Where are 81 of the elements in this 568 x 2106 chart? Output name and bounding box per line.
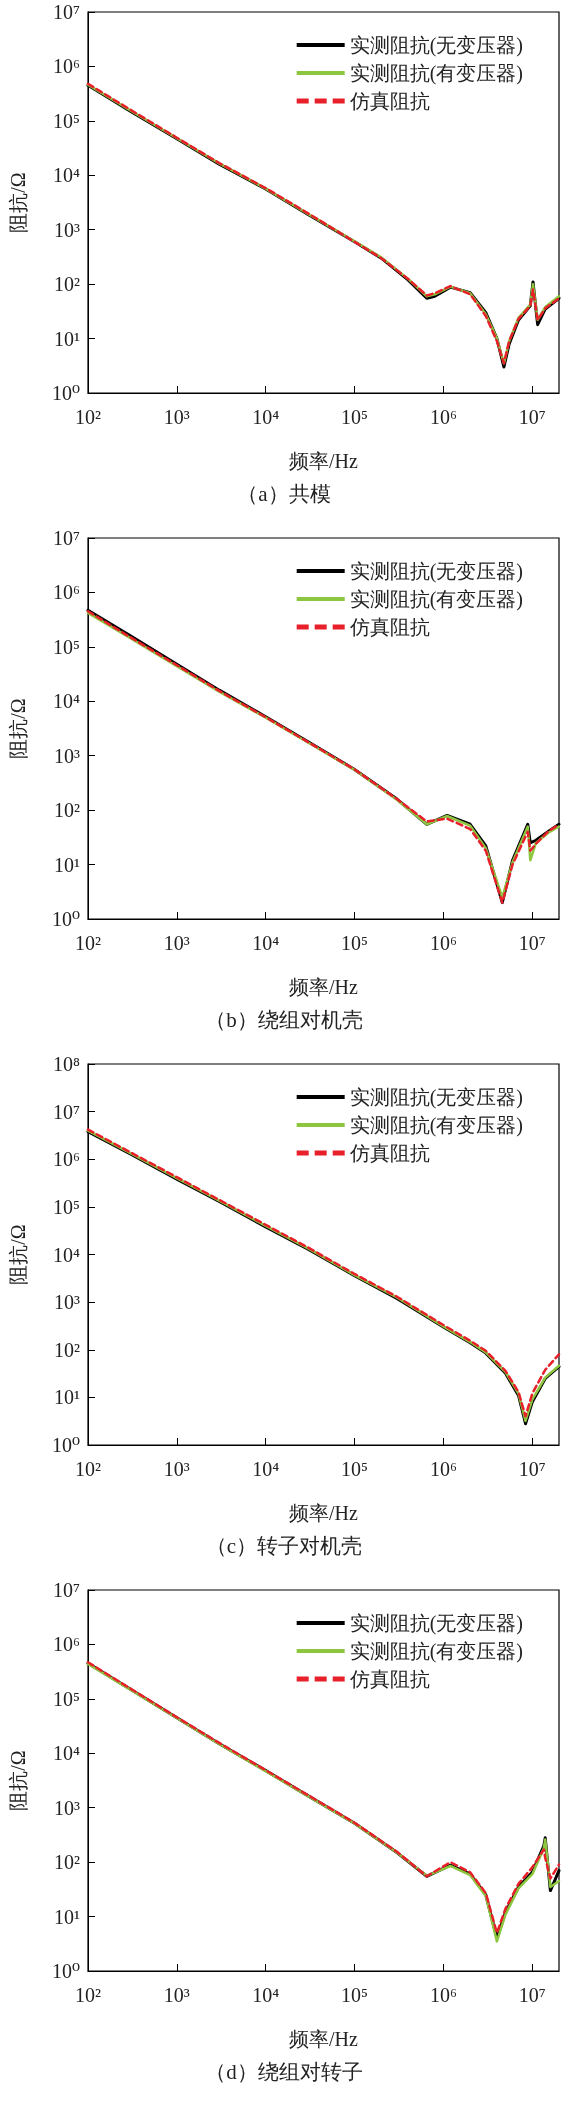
x-axis-title: 频率/Hz	[289, 450, 359, 472]
y-tick-label: 10³	[54, 744, 80, 767]
x-tick-label: 10⁶	[429, 406, 457, 428]
y-axis-title: 阻抗/Ω	[7, 1750, 29, 1811]
y-tick-label: 10⁸	[53, 1053, 81, 1075]
y-tick-label: 10²	[54, 799, 80, 822]
x-tick-label: 10⁴	[252, 406, 280, 428]
y-tick-label: 10¹	[54, 327, 80, 350]
y-tick-label: 10⁵	[53, 1687, 80, 1710]
legend-label: 实测阻抗(无变压器)	[349, 1086, 524, 1109]
y-tick-label: 10⁵	[53, 109, 80, 132]
legend-label: 仿真阻抗	[348, 90, 430, 112]
y-tick-label: 10⁶	[53, 581, 81, 604]
legend-label: 实测阻抗(无变压器)	[349, 1612, 524, 1635]
y-axis-title: 阻抗/Ω	[7, 1224, 29, 1285]
legend-label: 仿真阻抗	[348, 1142, 430, 1164]
y-tick-label: 10¹	[54, 1905, 80, 1928]
legend-label: 实测阻抗(有变压器)	[349, 62, 524, 85]
y-tick-label: 10⁴	[53, 1742, 81, 1765]
y-tick-label: 10¹	[54, 853, 80, 876]
x-tick-label: 10³	[163, 932, 190, 954]
x-tick-label: 10³	[163, 1458, 190, 1480]
y-tick-label: 10⁰	[51, 908, 80, 930]
legend-label: 实测阻抗(有变压器)	[349, 588, 524, 611]
y-tick-label: 10⁰	[51, 1434, 80, 1456]
y-tick-label: 10³	[54, 1291, 80, 1314]
y-tick-label: 10⁶	[53, 1148, 81, 1171]
y-tick-label: 10⁶	[53, 1633, 81, 1656]
x-tick-label: 10²	[75, 1458, 101, 1480]
x-tick-label: 10³	[163, 406, 190, 428]
y-tick-label: 10³	[54, 218, 80, 241]
legend-label: 实测阻抗(无变压器)	[349, 34, 524, 57]
x-tick-label: 10⁴	[252, 1458, 280, 1480]
text: （a）共模	[237, 481, 331, 506]
x-axis-title: 频率/Hz	[289, 1502, 359, 1524]
y-tick-label: 10⁷	[53, 1579, 81, 1601]
legend-label: 仿真阻抗	[348, 616, 430, 638]
y-tick-label: 10⁰	[51, 382, 80, 404]
y-tick-label: 10⁴	[53, 690, 81, 713]
x-tick-label: 10⁵	[341, 1984, 369, 2006]
x-tick-label: 10⁷	[518, 406, 546, 428]
legend-label: 仿真阻抗	[348, 1668, 430, 1690]
y-tick-label: 10⁴	[53, 1243, 81, 1266]
x-tick-label: 10⁴	[252, 1984, 280, 2006]
x-tick-label: 10⁷	[518, 1458, 546, 1480]
x-tick-label: 10³	[163, 1984, 190, 2006]
y-tick-label: 10⁰	[51, 1960, 80, 1982]
legend-label: 实测阻抗(有变压器)	[349, 1640, 524, 1663]
text: （b）绕组对机壳	[205, 1007, 363, 1032]
text: （d）绕组对转子	[205, 2059, 363, 2084]
y-tick-label: 10⁷	[53, 1, 81, 23]
y-tick-label: 10²	[54, 273, 80, 296]
y-axis-title: 阻抗/Ω	[7, 698, 29, 759]
x-tick-label: 10⁵	[341, 1458, 369, 1480]
x-tick-label: 10⁶	[429, 932, 457, 954]
y-tick-label: 10³	[54, 1796, 80, 1819]
x-tick-label: 10²	[75, 1984, 101, 2006]
x-tick-label: 10⁵	[341, 406, 369, 428]
x-tick-label: 10⁷	[518, 932, 546, 954]
x-tick-label: 10⁶	[429, 1984, 457, 2006]
y-tick-label: 10⁴	[53, 164, 81, 187]
legend-label: 实测阻抗(有变压器)	[349, 1114, 524, 1137]
legend-label: 实测阻抗(无变压器)	[349, 560, 524, 583]
text: （c）转子对机壳	[205, 1533, 363, 1558]
y-tick-label: 10⁷	[53, 1100, 81, 1123]
y-tick-label: 10²	[54, 1338, 80, 1361]
y-tick-label: 10⁷	[53, 527, 81, 549]
x-tick-label: 10⁵	[341, 932, 369, 954]
x-tick-label: 10²	[75, 932, 101, 954]
x-axis-title: 频率/Hz	[289, 976, 359, 998]
x-tick-label: 10⁷	[518, 1984, 546, 2006]
x-tick-label: 10²	[75, 406, 101, 428]
y-tick-label: 10²	[54, 1851, 80, 1874]
x-tick-label: 10⁶	[429, 1458, 457, 1480]
x-axis-title: 频率/Hz	[289, 2028, 359, 2050]
y-tick-label: 10¹	[54, 1386, 80, 1409]
y-tick-label: 10⁶	[53, 55, 81, 78]
y-axis-title: 阻抗/Ω	[7, 172, 29, 233]
y-tick-label: 10⁵	[53, 1195, 80, 1218]
y-tick-label: 10⁵	[53, 635, 80, 658]
x-tick-label: 10⁴	[252, 932, 280, 954]
